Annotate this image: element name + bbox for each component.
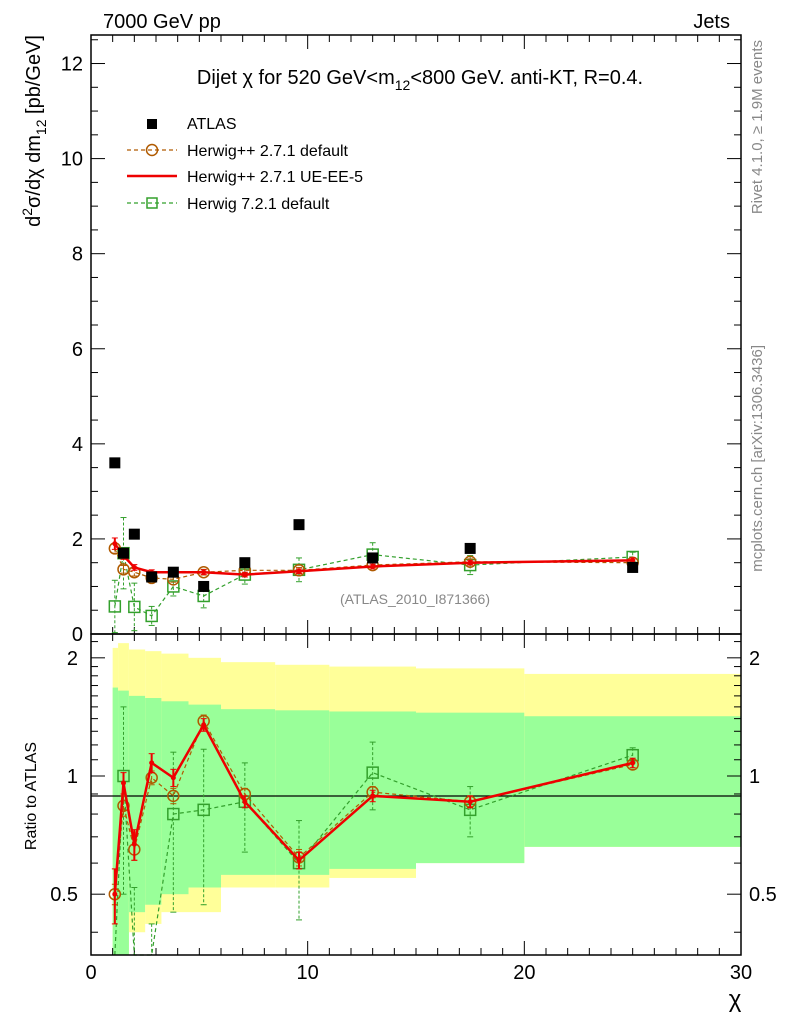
header-left: 7000 GeV pp [103, 11, 221, 33]
data-point [370, 793, 376, 799]
analysis-watermark: (ATLAS_2010_I871366) [340, 591, 490, 607]
rivet-label: Rivet 4.1.0, ≥ 1.9M events [749, 40, 766, 214]
data-point [366, 766, 379, 779]
header-right: Jets [693, 11, 730, 33]
data-point [146, 571, 158, 583]
main-ytick-label: 4 [72, 434, 83, 456]
ratio-ytick-label-right: 2 [749, 648, 760, 670]
data-point [370, 563, 376, 569]
xtick-label: 30 [730, 962, 752, 984]
main-ytick-label: 12 [61, 54, 83, 76]
data-point [467, 799, 473, 805]
data-point [149, 760, 155, 766]
data-point [109, 457, 121, 469]
ratio-ytick-label: 1 [67, 766, 78, 788]
xtick-label: 0 [85, 962, 96, 984]
data-point [167, 807, 180, 821]
data-point [630, 557, 636, 563]
data-point [167, 789, 180, 803]
data-point [464, 542, 476, 554]
inner-uncertainty-band [112, 687, 119, 955]
legend-marker-atlas [147, 119, 157, 129]
ratio-axis-ticks: 0.5 0.51 12 20 10 20 30 [50, 634, 777, 984]
data-point [131, 564, 137, 570]
inner-uncertainty-band [128, 695, 146, 913]
legend-marker-herwig7-default [146, 197, 158, 209]
main-data-layer [108, 457, 639, 634]
data-point [170, 775, 176, 781]
legend: ATLAS Herwig++ 2.7.1 default Herwig++ 2.… [127, 116, 363, 213]
data-point [167, 566, 179, 578]
ratio-ytick-label: 2 [67, 648, 78, 670]
data-point [293, 519, 305, 531]
data-point [167, 580, 180, 593]
data-point [108, 600, 122, 613]
series-line-herwig-2-7-1-default [114, 548, 633, 580]
mcplots-label: mcplots.cern.ch [arXiv:1306.3436] [749, 345, 766, 572]
inner-uncertainty-band [161, 701, 189, 895]
data-point [367, 552, 379, 564]
ratio-data-layer [108, 706, 639, 956]
ratio-ytick-label-right: 0.5 [749, 884, 777, 906]
data-point [118, 547, 129, 559]
legend-label-atlas: ATLAS [187, 116, 237, 133]
ratio-uncertainty-bands [112, 643, 741, 955]
legend-entry-atlas: ATLAS [147, 116, 237, 133]
data-point [296, 568, 302, 574]
data-point [201, 569, 207, 575]
legend-entry-herwig7-default: Herwig 7.2.1 default [127, 196, 330, 213]
main-ytick-label: 0 [72, 624, 83, 646]
x-axis-label: χ [729, 986, 742, 1013]
data-point [198, 580, 210, 592]
xtick-label: 20 [513, 962, 535, 984]
series-herwig-2-7-1-ue-ee-5 [111, 718, 636, 925]
data-point [121, 780, 126, 786]
legend-entry-herwigpp-default: Herwig++ 2.7.1 default [127, 143, 349, 160]
data-point [201, 722, 207, 728]
main-panel: 0 2 4 6 8 10 12 Dijet χ for 520 GeV<m12<800 Ge… [19, 34, 742, 646]
data-point [145, 609, 158, 623]
data-point [128, 600, 141, 614]
data-point [242, 572, 248, 578]
ratio-y-axis-label: Ratio to ATLAS [23, 742, 40, 850]
main-ytick-label: 6 [72, 339, 83, 361]
data-point [112, 541, 118, 547]
xtick-label: 10 [297, 962, 319, 984]
data-point [131, 841, 137, 847]
ratio-ytick-label-right: 1 [749, 766, 760, 788]
data-point [239, 557, 251, 569]
series-herwig-2-7-1-ue-ee-5 [111, 537, 636, 578]
data-point [467, 560, 473, 566]
main-ytick-label: 8 [72, 244, 83, 266]
data-point [117, 799, 130, 812]
main-y-axis-label: d2σ/dχ dm12 [pb/GeV] [19, 35, 49, 227]
data-point [128, 528, 140, 540]
main-axis-ticks: 0 2 4 6 8 10 12 [61, 35, 742, 646]
ratio-ytick-label: 0.5 [50, 884, 78, 906]
legend-entry-herwigpp-ueee5: Herwig++ 2.7.1 UE-EE-5 [127, 169, 363, 186]
legend-label-herwigpp-default: Herwig++ 2.7.1 default [187, 143, 349, 160]
ratio-panel: 0.5 0.51 12 20 10 20 30 Ratio to ATLAS χ [23, 633, 777, 1013]
main-ytick-label: 2 [72, 529, 83, 551]
data-point [627, 561, 639, 573]
data-point [630, 760, 636, 766]
legend-marker-herwigpp-default [145, 143, 159, 157]
ratio-plot-frame [90, 633, 742, 956]
data-point [242, 799, 248, 805]
main-title: Dijet χ for 520 GeV<m12<800 GeV. anti-KT… [197, 67, 643, 93]
legend-label-herwig7-default: Herwig 7.2.1 default [187, 196, 330, 213]
inner-uncertainty-band [275, 710, 330, 875]
series-atlas [109, 457, 639, 592]
inner-uncertainty-band [221, 709, 276, 875]
main-ytick-label: 10 [61, 149, 83, 171]
legend-label-herwigpp-ueee5: Herwig++ 2.7.1 UE-EE-5 [187, 169, 363, 186]
inner-uncertainty-band [145, 698, 162, 905]
data-point [197, 803, 210, 817]
data-point [296, 857, 302, 863]
data-point [112, 891, 118, 897]
